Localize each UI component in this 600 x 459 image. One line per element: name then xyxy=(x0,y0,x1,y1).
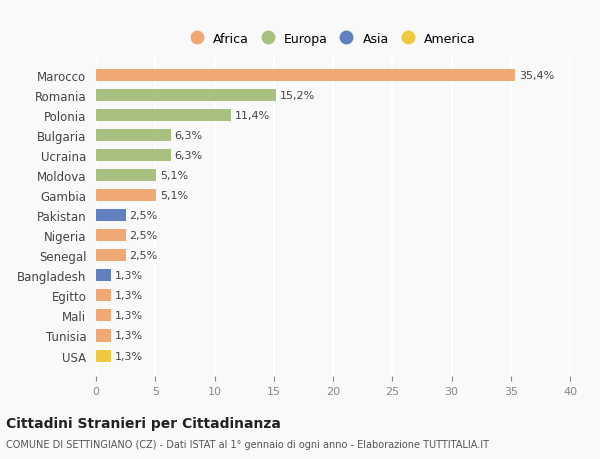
Text: 5,1%: 5,1% xyxy=(160,191,188,201)
Bar xyxy=(96,70,515,82)
Bar xyxy=(96,330,112,342)
Bar xyxy=(96,250,125,262)
Text: 2,5%: 2,5% xyxy=(129,211,157,221)
Bar xyxy=(96,170,157,182)
Text: 2,5%: 2,5% xyxy=(129,251,157,261)
Text: 11,4%: 11,4% xyxy=(235,111,270,121)
Text: 2,5%: 2,5% xyxy=(129,231,157,241)
Text: 6,3%: 6,3% xyxy=(174,151,202,161)
Text: 1,3%: 1,3% xyxy=(115,271,143,281)
Text: 1,3%: 1,3% xyxy=(115,351,143,361)
Bar xyxy=(96,150,170,162)
Bar xyxy=(96,350,112,362)
Bar xyxy=(96,210,125,222)
Bar xyxy=(96,130,170,142)
Legend: Africa, Europa, Asia, America: Africa, Europa, Asia, America xyxy=(187,29,479,50)
Text: Cittadini Stranieri per Cittadinanza: Cittadini Stranieri per Cittadinanza xyxy=(6,416,281,430)
Text: 1,3%: 1,3% xyxy=(115,331,143,341)
Text: COMUNE DI SETTINGIANO (CZ) - Dati ISTAT al 1° gennaio di ogni anno - Elaborazion: COMUNE DI SETTINGIANO (CZ) - Dati ISTAT … xyxy=(6,440,489,449)
Bar xyxy=(96,90,276,102)
Text: 15,2%: 15,2% xyxy=(280,91,315,101)
Text: 1,3%: 1,3% xyxy=(115,311,143,321)
Text: 6,3%: 6,3% xyxy=(174,131,202,141)
Bar xyxy=(96,190,157,202)
Bar xyxy=(96,290,112,302)
Bar xyxy=(96,230,125,242)
Text: 1,3%: 1,3% xyxy=(115,291,143,301)
Text: 35,4%: 35,4% xyxy=(519,71,554,81)
Text: 5,1%: 5,1% xyxy=(160,171,188,181)
Bar xyxy=(96,270,112,282)
Bar xyxy=(96,110,231,122)
Bar xyxy=(96,310,112,322)
